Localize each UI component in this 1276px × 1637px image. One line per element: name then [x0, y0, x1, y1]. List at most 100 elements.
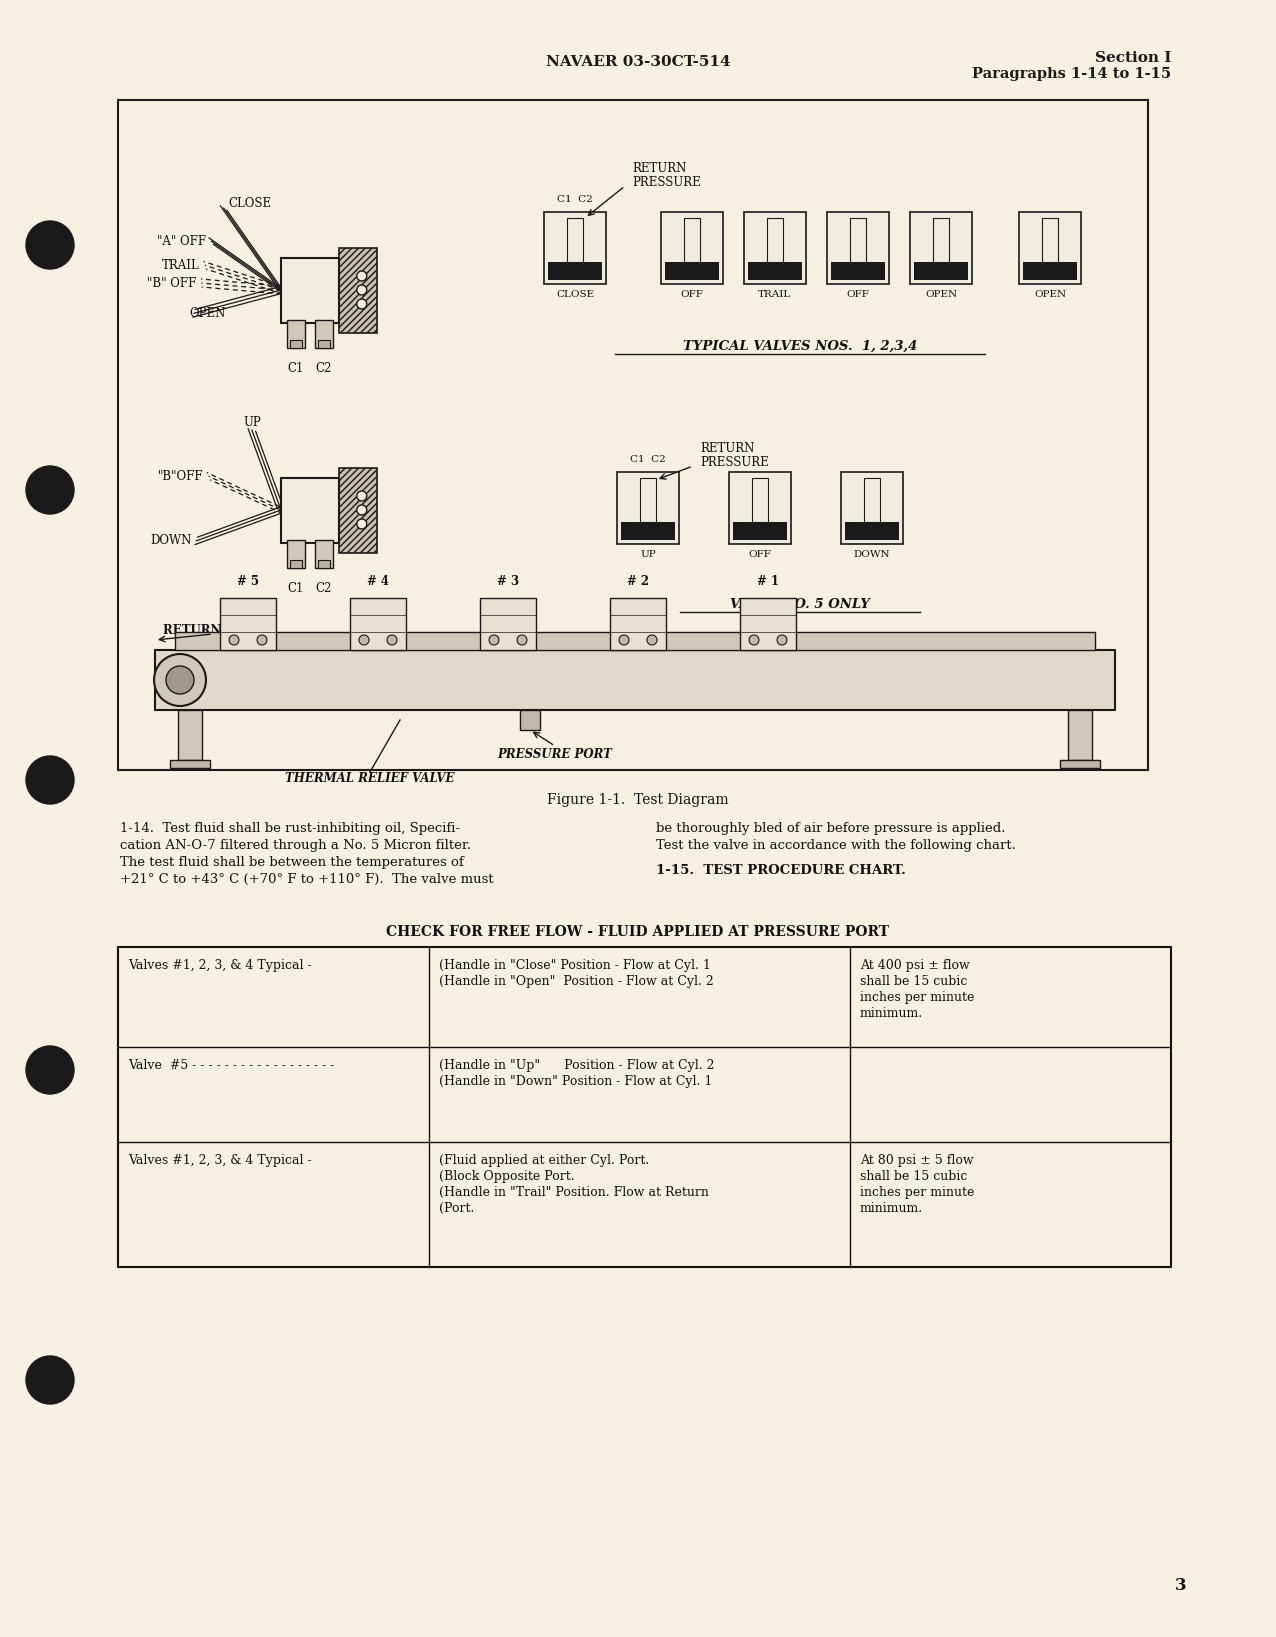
- Text: OFF: OFF: [749, 550, 772, 558]
- Bar: [740, 598, 796, 650]
- Circle shape: [647, 635, 657, 645]
- Text: cation AN-O-7 filtered through a No. 5 Micron filter.: cation AN-O-7 filtered through a No. 5 M…: [120, 840, 471, 851]
- Bar: [744, 213, 806, 283]
- Text: C2: C2: [316, 583, 332, 594]
- Bar: [1042, 218, 1058, 262]
- Bar: [170, 760, 211, 768]
- Bar: [521, 710, 540, 730]
- Bar: [547, 262, 602, 280]
- Text: DOWN: DOWN: [151, 534, 191, 547]
- Bar: [117, 946, 1171, 1267]
- Circle shape: [166, 666, 194, 694]
- Text: C1  C2: C1 C2: [630, 455, 666, 463]
- Text: Paragraphs 1-14 to 1-15: Paragraphs 1-14 to 1-15: [972, 67, 1171, 80]
- Circle shape: [387, 635, 397, 645]
- Bar: [618, 471, 679, 543]
- Circle shape: [619, 635, 629, 645]
- Text: THERMAL RELIEF VALVE: THERMAL RELIEF VALVE: [286, 773, 454, 786]
- Circle shape: [357, 519, 366, 529]
- Text: C1: C1: [288, 362, 304, 375]
- Bar: [315, 540, 333, 568]
- Bar: [281, 257, 339, 322]
- Bar: [318, 340, 330, 349]
- Bar: [610, 598, 666, 650]
- Text: At 80 psi ± 5 flow: At 80 psi ± 5 flow: [860, 1154, 974, 1167]
- Bar: [910, 213, 972, 283]
- Bar: [544, 213, 606, 283]
- Text: (Handle in "Up"      Position - Flow at Cyl. 2: (Handle in "Up" Position - Flow at Cyl. …: [439, 1059, 715, 1072]
- Circle shape: [357, 285, 366, 295]
- Text: # 5: # 5: [237, 575, 259, 588]
- Text: (Handle in "Close" Position - Flow at Cyl. 1: (Handle in "Close" Position - Flow at Cy…: [439, 959, 711, 972]
- Text: C1  C2: C1 C2: [558, 195, 593, 205]
- Bar: [850, 218, 866, 262]
- Text: inches per minute: inches per minute: [860, 990, 974, 1003]
- Bar: [661, 213, 723, 283]
- Circle shape: [26, 1046, 74, 1094]
- Text: Valves #1, 2, 3, & 4 Typical -: Valves #1, 2, 3, & 4 Typical -: [128, 959, 311, 972]
- Circle shape: [357, 300, 366, 309]
- Text: RETURN: RETURN: [632, 162, 686, 175]
- Text: +21° C to +43° C (+70° F to +110° F).  The valve must: +21° C to +43° C (+70° F to +110° F). Th…: [120, 873, 494, 886]
- Text: Section I: Section I: [1095, 51, 1171, 65]
- Text: C1: C1: [288, 583, 304, 594]
- Text: CLOSE: CLOSE: [556, 290, 595, 300]
- Bar: [339, 468, 376, 553]
- Circle shape: [357, 491, 366, 501]
- Circle shape: [26, 756, 74, 804]
- Circle shape: [357, 272, 366, 282]
- Bar: [841, 471, 903, 543]
- Text: # 4: # 4: [367, 575, 389, 588]
- Bar: [1068, 710, 1092, 760]
- Bar: [290, 340, 302, 349]
- Bar: [864, 478, 880, 522]
- Circle shape: [26, 467, 74, 514]
- Bar: [339, 247, 376, 332]
- Bar: [748, 262, 803, 280]
- Bar: [290, 560, 302, 568]
- Bar: [641, 478, 656, 522]
- Text: CLOSE: CLOSE: [228, 196, 272, 210]
- Text: # 2: # 2: [627, 575, 649, 588]
- Circle shape: [489, 635, 499, 645]
- Text: (Block Opposite Port.: (Block Opposite Port.: [439, 1170, 574, 1184]
- Text: OFF: OFF: [846, 290, 869, 300]
- Bar: [117, 100, 1148, 769]
- Circle shape: [777, 635, 787, 645]
- Bar: [1023, 262, 1077, 280]
- Text: DOWN: DOWN: [854, 550, 891, 558]
- Text: 1-15.  TEST PROCEDURE CHART.: 1-15. TEST PROCEDURE CHART.: [656, 864, 906, 877]
- Text: 1-14.  Test fluid shall be rust-inhibiting oil, Specifi-: 1-14. Test fluid shall be rust-inhibitin…: [120, 822, 461, 835]
- Text: TRAIL: TRAIL: [758, 290, 791, 300]
- Text: CHECK FOR FREE FLOW - FLUID APPLIED AT PRESSURE PORT: CHECK FOR FREE FLOW - FLUID APPLIED AT P…: [387, 925, 889, 940]
- Text: UP: UP: [641, 550, 656, 558]
- Text: (Fluid applied at either Cyl. Port.: (Fluid applied at either Cyl. Port.: [439, 1154, 649, 1167]
- Text: TYPICAL VALVES NOS.  1, 2,3,4: TYPICAL VALVES NOS. 1, 2,3,4: [683, 340, 917, 354]
- Circle shape: [26, 1355, 74, 1405]
- Text: RETURN PORT: RETURN PORT: [163, 624, 263, 637]
- Circle shape: [228, 635, 239, 645]
- Text: Test the valve in accordance with the following chart.: Test the valve in accordance with the fo…: [656, 840, 1016, 851]
- Text: minimum.: minimum.: [860, 1202, 923, 1215]
- Text: RETURN: RETURN: [701, 442, 754, 455]
- Bar: [154, 650, 1115, 710]
- Text: UP: UP: [242, 416, 260, 429]
- Bar: [767, 218, 783, 262]
- Text: (Handle in "Open"  Position - Flow at Cyl. 2: (Handle in "Open" Position - Flow at Cyl…: [439, 976, 713, 989]
- Circle shape: [749, 635, 759, 645]
- Bar: [845, 522, 900, 540]
- Bar: [350, 598, 406, 650]
- Bar: [480, 598, 536, 650]
- Text: 3: 3: [1175, 1576, 1187, 1593]
- Text: (Handle in "Trail" Position. Flow at Return: (Handle in "Trail" Position. Flow at Ret…: [439, 1185, 708, 1198]
- Bar: [177, 710, 202, 760]
- Text: OPEN: OPEN: [189, 306, 226, 319]
- Bar: [567, 218, 583, 262]
- Text: Valves #1, 2, 3, & 4 Typical -: Valves #1, 2, 3, & 4 Typical -: [128, 1154, 311, 1167]
- Bar: [914, 262, 968, 280]
- Text: C2: C2: [316, 362, 332, 375]
- Bar: [827, 213, 889, 283]
- Text: PRESSURE: PRESSURE: [701, 455, 768, 468]
- Text: Figure 1-1.  Test Diagram: Figure 1-1. Test Diagram: [547, 792, 729, 807]
- Bar: [219, 598, 276, 650]
